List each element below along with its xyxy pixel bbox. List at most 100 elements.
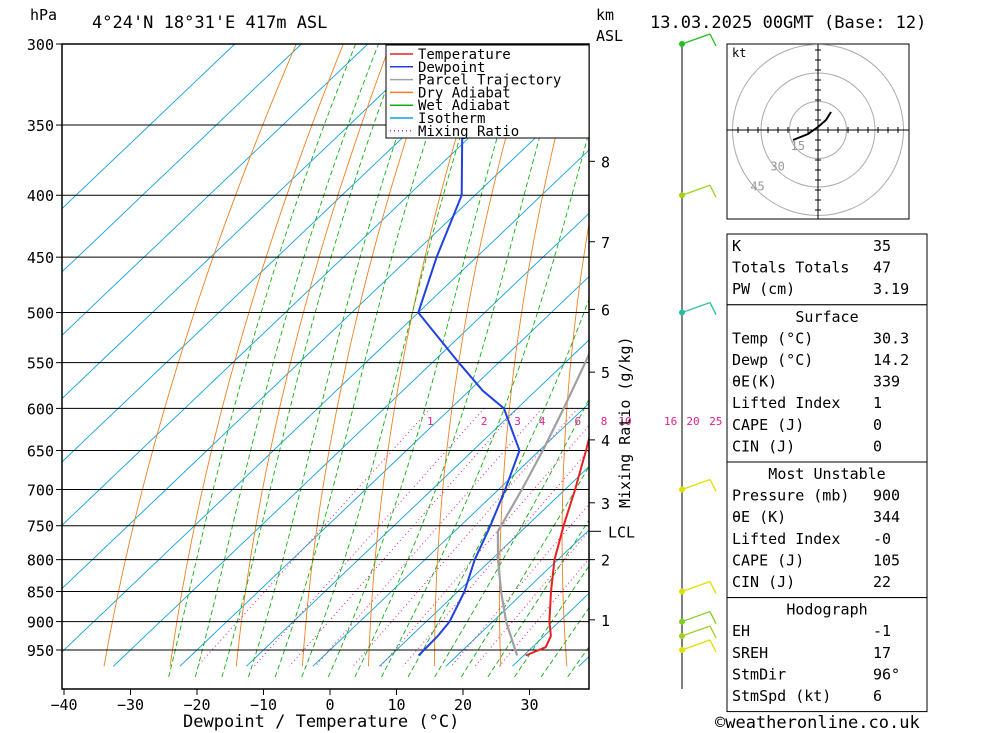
index-value: 0 — [873, 416, 882, 434]
pressure-tick-label: 900 — [27, 614, 54, 632]
isotherm-line — [62, 44, 435, 400]
pressure-tick-label: 350 — [27, 117, 54, 135]
legend-label: Temperature — [418, 47, 511, 63]
wet-adiabat-line — [381, 130, 589, 678]
height-tick-label: 7 — [601, 234, 610, 252]
isotherm-line — [62, 86, 589, 590]
asl-unit-label: ASL — [596, 27, 623, 45]
hodograph-ring-label: 30 — [770, 159, 784, 173]
mixing-ratio-axis-title: Mixing Ratio (g/kg) — [616, 336, 634, 508]
legend-label: Mixing Ratio — [418, 124, 519, 140]
index-value: 1 — [873, 394, 882, 412]
pressure-tick-label: 800 — [27, 552, 54, 570]
mixing-ratio-line — [314, 408, 543, 667]
surface-box — [726, 304, 928, 463]
index-value: 339 — [873, 373, 900, 391]
index-value: 17 — [873, 644, 891, 662]
mixing-ratio-label: 16 — [664, 415, 677, 428]
height-tick-label: 2 — [601, 552, 610, 570]
dewpoint-line — [417, 44, 529, 657]
mixing-ratio-line — [288, 408, 518, 667]
index-value: 96° — [873, 665, 900, 683]
index-value: 900 — [873, 487, 900, 505]
wind-profile — [679, 33, 717, 689]
temperature-tick-label: 20 — [454, 696, 472, 714]
isotherm-line — [245, 339, 589, 667]
index-label: EH — [732, 622, 750, 640]
height-axis: 1 2 3 4 5 6 7 8 LCL — [589, 153, 635, 630]
pressure-tick-label: 300 — [27, 36, 54, 54]
legend-label: Isotherm — [418, 111, 485, 127]
index-label: Lifted Index — [732, 394, 840, 412]
dry-adiabat-line — [498, 44, 580, 667]
index-label: SREH — [732, 644, 768, 662]
dry-adiabat-line — [682, 26, 724, 666]
index-label: Dewp (°C) — [732, 351, 813, 369]
index-value: 22 — [873, 573, 891, 591]
mixing-ratio-label: 2 — [481, 415, 488, 428]
index-value: 344 — [873, 508, 900, 526]
mixing-ratio-line — [450, 503, 589, 667]
datetime-title: 13.03.2025 00GMT (Base: 12) — [650, 13, 926, 33]
pressure-tick-label: 600 — [27, 400, 54, 418]
isotherm-line — [62, 44, 502, 463]
height-tick-label: 6 — [601, 301, 610, 319]
mixing-ratio-label: 3 — [514, 415, 521, 428]
x-axis-title: Dewpoint / Temperature (°C) — [183, 712, 459, 732]
isotherm-line — [445, 529, 589, 667]
temperature-tick-label: −30 — [117, 696, 144, 714]
hodograph-ring-label: 45 — [750, 179, 764, 193]
wet-adiabat-line — [194, 44, 379, 678]
wet-adiabat-line — [514, 565, 589, 678]
index-label: θE (K) — [732, 508, 786, 526]
hodograph-ring-label: 15 — [791, 139, 805, 153]
temperature-tick-label: −40 — [50, 696, 77, 714]
location-title: 4°24'N 18°31'E 417m ASL — [92, 13, 327, 33]
temperature-tick-label: 10 — [387, 696, 405, 714]
wind-barb — [681, 301, 717, 315]
pressure-tick-label: 450 — [27, 249, 54, 267]
index-label: Totals Totals — [732, 259, 849, 277]
credit-text: ©weatheronline.co.uk — [715, 713, 920, 733]
most-unstable-box-title: Most Unstable — [768, 465, 885, 483]
pressure-unit-label: hPa — [30, 6, 57, 24]
index-value: 30.3 — [873, 329, 909, 347]
most-unstable-box — [726, 461, 928, 599]
isotherm-line — [62, 44, 302, 273]
lcl-label: LCL — [608, 523, 635, 541]
height-tick-label: 1 — [601, 612, 610, 630]
height-tick-label: 8 — [601, 153, 610, 171]
plot-frame — [61, 43, 590, 690]
pressure-tick-label: 550 — [27, 355, 54, 373]
pressure-axis: 300 350 400 450 500 550 600 650 700 750 800 850 900 9… — [27, 36, 62, 660]
legend-label: Wet Adiabat — [418, 98, 511, 114]
temperature-axis: −40 −30 −20 −10 0 10 20 30 — [50, 689, 539, 714]
height-tick-label: 4 — [601, 432, 610, 450]
isotherm-line — [62, 44, 369, 336]
index-value: 3.19 — [873, 280, 909, 298]
mixing-ratio-line — [196, 408, 431, 667]
index-label: Lifted Index — [732, 530, 840, 548]
index-label: CIN (J) — [732, 437, 795, 455]
index-label: StmDir — [732, 665, 786, 683]
wind-barb — [681, 478, 717, 492]
plot-area — [62, 26, 1000, 678]
pressure-tick-label: 500 — [27, 305, 54, 323]
isotherm-line — [378, 466, 589, 667]
legend-label: Parcel Trajectory — [418, 73, 561, 89]
legend-label: Dry Adiabat — [418, 85, 511, 101]
wet-adiabat-line — [407, 297, 589, 678]
wind-barb — [681, 33, 717, 47]
isotherm-line — [112, 212, 589, 667]
index-value: -1 — [873, 622, 891, 640]
height-tick-label: 3 — [601, 495, 610, 513]
mixing-ratio-label: 8 — [601, 415, 608, 428]
dry-adiabat-line — [103, 44, 297, 667]
wind-barb — [681, 184, 717, 198]
wet-adiabat-line — [354, 44, 567, 678]
dry-adiabat-line — [952, 26, 1000, 666]
dry-adiabat-line — [169, 44, 344, 667]
dry-adiabat-line — [301, 44, 439, 667]
